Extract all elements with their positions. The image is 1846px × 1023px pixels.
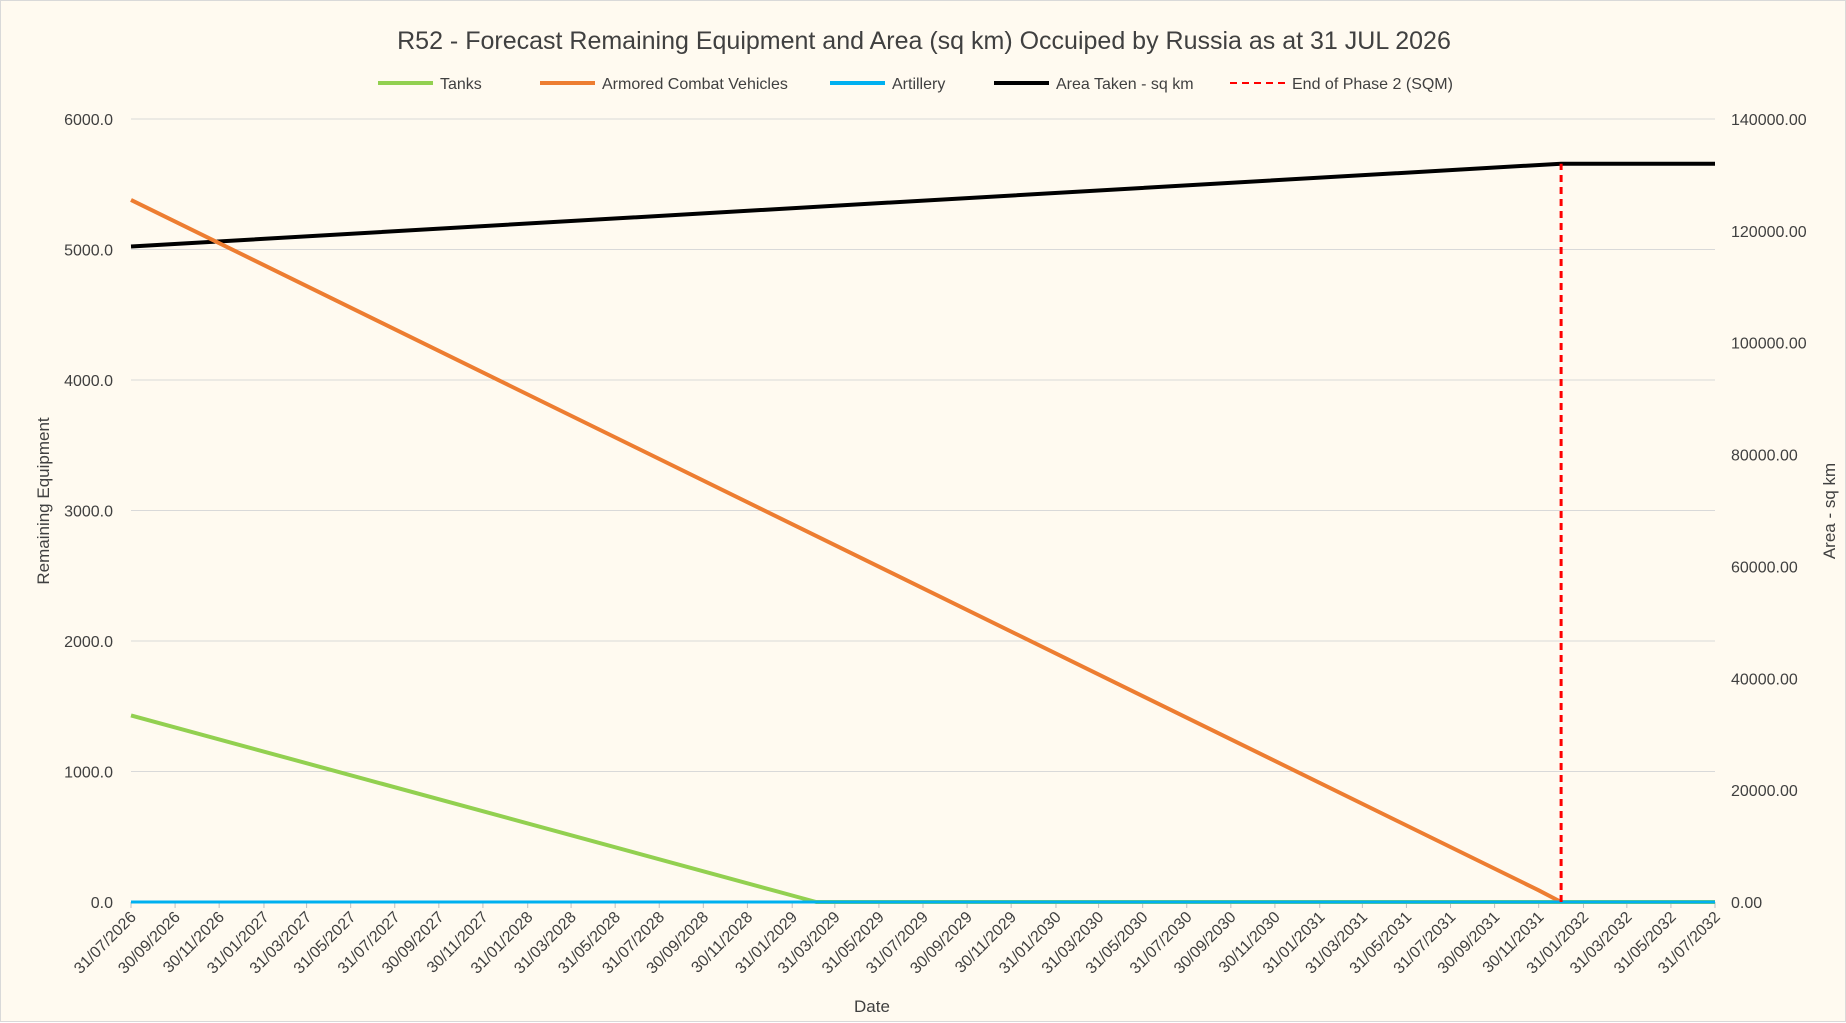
y-axis-right: 0.00 20000.00 40000.00 60000.00 80000.00 1000… xyxy=(1731,112,1807,912)
legend-label-artillery: Artillery xyxy=(892,76,945,93)
y-tick-label: 4000.0 xyxy=(64,373,113,390)
series-line-armored-combat-vehicles xyxy=(130,198,1563,904)
series-line-tanks xyxy=(130,713,1715,904)
y2-tick-label: 80000.00 xyxy=(1731,448,1798,465)
legend-label-armored-combat-vehicles: Armored Combat Vehicles xyxy=(602,76,788,93)
x-axis-title: Date xyxy=(854,997,890,1016)
legend-label-end-of-phase-2-sqm: End of Phase 2 (SQM) xyxy=(1292,76,1453,93)
y-tick-label: 3000.0 xyxy=(64,504,113,521)
y2-tick-label: 20000.00 xyxy=(1731,783,1798,800)
legend-label-area-taken-sq-km: Area Taken - sq km xyxy=(1056,76,1194,93)
x-axis: 31/07/202630/09/202630/11/202631/01/2027… xyxy=(71,902,1724,977)
series-line-area-taken-sq-km xyxy=(130,161,1715,249)
y2-tick-label: 100000.00 xyxy=(1731,336,1807,353)
gridlines xyxy=(131,118,1715,903)
y-axis-title: Remaining Equipment xyxy=(34,417,53,585)
y2-tick-label: 60000.00 xyxy=(1731,559,1798,576)
legend: Tanks Armored Combat Vehicles Artillery Are… xyxy=(378,76,1453,93)
y-tick-label: 6000.0 xyxy=(64,112,113,129)
y2-tick-label: 140000.00 xyxy=(1731,112,1807,129)
y-tick-label: 0.0 xyxy=(91,895,113,912)
legend-label-tanks: Tanks xyxy=(440,76,482,93)
plot-area xyxy=(130,161,1715,904)
y-tick-label: 2000.0 xyxy=(64,634,113,651)
y-tick-label: 1000.0 xyxy=(64,765,113,782)
y-axis-left: 0.0 1000.0 2000.0 3000.0 4000.0 5000.0 6000.0 xyxy=(64,112,113,912)
y2-axis-title: Area - sq km xyxy=(1820,463,1839,559)
y2-tick-label: 120000.00 xyxy=(1731,224,1807,241)
y-tick-label: 5000.0 xyxy=(64,243,113,260)
y2-tick-label: 0.00 xyxy=(1731,895,1762,912)
y2-tick-label: 40000.00 xyxy=(1731,671,1798,688)
chart-title: R52 - Forecast Remaining Equipment and A… xyxy=(397,27,1451,55)
